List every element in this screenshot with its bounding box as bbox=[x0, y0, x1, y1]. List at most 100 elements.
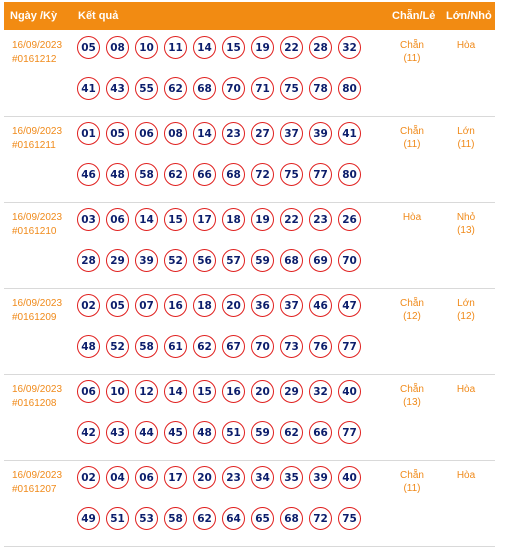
number-ball: 59 bbox=[251, 421, 274, 444]
number-ball: 40 bbox=[338, 466, 361, 489]
number-ball: 69 bbox=[309, 249, 332, 272]
number-ball: 75 bbox=[338, 507, 361, 530]
number-ball: 62 bbox=[193, 507, 216, 530]
number-ball: 39 bbox=[135, 249, 158, 272]
even-odd-value: Chẵn bbox=[400, 40, 424, 51]
number-ball: 43 bbox=[106, 77, 129, 100]
big-small-value: Hòa bbox=[456, 470, 476, 481]
number-ball: 14 bbox=[164, 380, 187, 403]
draw-date-period: 16/09/2023 #0161209 bbox=[12, 297, 62, 325]
draw-date: 16/09/2023 bbox=[12, 470, 63, 481]
number-ball: 28 bbox=[309, 36, 332, 59]
number-ball: 48 bbox=[77, 335, 100, 358]
number-line: 46 48 58 62 66 68 72 75 77 80 bbox=[77, 163, 369, 188]
number-ball: 41 bbox=[77, 77, 100, 100]
number-ball: 40 bbox=[338, 380, 361, 403]
number-ball: 01 bbox=[77, 122, 100, 145]
even-odd-value: Chẵn bbox=[400, 126, 424, 137]
draw-period: #0161209 bbox=[12, 312, 57, 323]
number-ball: 06 bbox=[135, 122, 158, 145]
number-ball: 45 bbox=[164, 421, 187, 444]
number-ball: 08 bbox=[106, 36, 129, 59]
number-ball: 61 bbox=[164, 335, 187, 358]
number-ball: 12 bbox=[135, 380, 158, 403]
number-ball: 32 bbox=[309, 380, 332, 403]
draw-period: #0161212 bbox=[12, 54, 57, 65]
draw-date: 16/09/2023 bbox=[12, 212, 63, 223]
number-ball: 14 bbox=[193, 122, 216, 145]
number-ball: 37 bbox=[280, 294, 303, 317]
number-ball: 23 bbox=[222, 466, 245, 489]
even-odd-value: Chẵn bbox=[400, 384, 424, 395]
number-ball: 07 bbox=[135, 294, 158, 317]
even-odd-count: (11) bbox=[403, 483, 421, 494]
number-line: 03 06 14 15 17 18 19 22 23 26 bbox=[77, 208, 369, 233]
number-ball: 18 bbox=[222, 208, 245, 231]
number-ball: 03 bbox=[77, 208, 100, 231]
number-ball: 17 bbox=[193, 208, 216, 231]
number-ball: 76 bbox=[309, 335, 332, 358]
even-odd-cell: Chẵn (13) bbox=[388, 383, 436, 409]
draw-period: #0161208 bbox=[12, 398, 57, 409]
number-ball: 06 bbox=[135, 466, 158, 489]
number-ball: 66 bbox=[193, 163, 216, 186]
number-ball: 43 bbox=[106, 421, 129, 444]
draw-date-period: 16/09/2023 #0161212 bbox=[12, 39, 62, 67]
number-ball: 62 bbox=[193, 335, 216, 358]
header-result: Kết quả bbox=[78, 10, 119, 22]
table-row: 16/09/2023 #0161207 02 04 06 17 20 23 34 35 39 40 49… bbox=[4, 460, 495, 547]
number-ball: 67 bbox=[222, 335, 245, 358]
even-odd-value: Hòa bbox=[402, 212, 422, 223]
number-ball: 62 bbox=[164, 163, 187, 186]
number-ball: 06 bbox=[77, 380, 100, 403]
number-ball: 46 bbox=[309, 294, 332, 317]
number-ball: 59 bbox=[251, 249, 274, 272]
number-ball: 26 bbox=[338, 208, 361, 231]
number-ball: 68 bbox=[222, 163, 245, 186]
table-row: 16/09/2023 #0161210 03 06 14 15 17 18 19 22 23 26 28… bbox=[4, 202, 495, 289]
even-odd-cell: Chẵn (11) bbox=[388, 39, 436, 65]
number-ball: 08 bbox=[164, 122, 187, 145]
number-ball: 06 bbox=[106, 208, 129, 231]
header-big-small: Lớn/Nhỏ bbox=[446, 10, 492, 22]
number-ball: 77 bbox=[338, 335, 361, 358]
number-line: 28 29 39 52 56 57 59 68 69 70 bbox=[77, 249, 369, 274]
number-ball: 23 bbox=[222, 122, 245, 145]
table-header: Ngày /Kỳ Kết quả Chẵn/Lẻ Lớn/Nhỏ bbox=[4, 2, 495, 30]
number-ball: 56 bbox=[193, 249, 216, 272]
number-ball: 16 bbox=[164, 294, 187, 317]
number-ball: 68 bbox=[193, 77, 216, 100]
number-line: 42 43 44 45 48 51 59 62 66 77 bbox=[77, 421, 369, 446]
number-ball: 51 bbox=[222, 421, 245, 444]
number-ball: 41 bbox=[338, 122, 361, 145]
number-line: 06 10 12 14 15 16 20 29 32 40 bbox=[77, 380, 369, 405]
number-ball: 15 bbox=[193, 380, 216, 403]
big-small-count: (12) bbox=[457, 311, 475, 322]
number-ball: 05 bbox=[106, 122, 129, 145]
draw-date-period: 16/09/2023 #0161211 bbox=[12, 125, 62, 153]
number-ball: 29 bbox=[106, 249, 129, 272]
number-ball: 53 bbox=[135, 507, 158, 530]
number-ball: 42 bbox=[77, 421, 100, 444]
big-small-count: (13) bbox=[457, 225, 475, 236]
number-ball: 18 bbox=[193, 294, 216, 317]
number-ball: 75 bbox=[280, 163, 303, 186]
big-small-cell: Lớn (11) bbox=[442, 125, 490, 151]
number-ball: 14 bbox=[135, 208, 158, 231]
even-odd-value: Chẵn bbox=[400, 470, 424, 481]
number-ball: 78 bbox=[309, 77, 332, 100]
result-numbers: 03 06 14 15 17 18 19 22 23 26 28 29 39 52 56 57 59 68 69 70 bbox=[77, 208, 369, 290]
draw-date: 16/09/2023 bbox=[12, 126, 63, 137]
number-ball: 36 bbox=[251, 294, 274, 317]
big-small-cell: Nhỏ (13) bbox=[442, 211, 490, 237]
number-ball: 48 bbox=[193, 421, 216, 444]
number-ball: 72 bbox=[251, 163, 274, 186]
result-numbers: 05 08 10 11 14 15 19 22 28 32 41 43 55 62 68 70 71 75 78 80 bbox=[77, 36, 369, 118]
result-numbers: 02 04 06 17 20 23 34 35 39 40 49 51 53 58 62 64 65 68 72 75 bbox=[77, 466, 369, 548]
number-ball: 02 bbox=[77, 294, 100, 317]
number-ball: 62 bbox=[164, 77, 187, 100]
big-small-value: Nhỏ bbox=[456, 212, 476, 223]
number-ball: 20 bbox=[193, 466, 216, 489]
number-ball: 20 bbox=[251, 380, 274, 403]
number-ball: 58 bbox=[135, 335, 158, 358]
